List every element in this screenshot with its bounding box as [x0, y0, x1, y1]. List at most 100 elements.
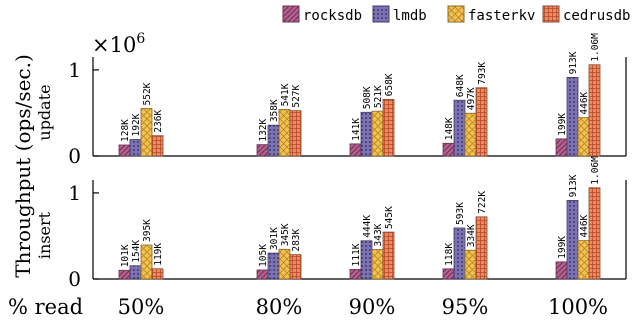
panels: 0 1 update 128K 132K 141K 148K 199K 192K 358K 508K…	[35, 33, 627, 291]
bar-update-fasterkv-0	[140, 108, 153, 157]
data-label-update-fasterkv-4: 446K	[579, 91, 590, 114]
bar-update-cedrusdb-2	[382, 98, 395, 157]
bar-update-lmdb-4	[566, 77, 579, 157]
data-label-insert-lmdb-3: 593K	[455, 202, 466, 225]
bar-insert-cedrusdb-3	[475, 216, 488, 280]
data-label-update-rocksdb-1: 132K	[258, 118, 269, 141]
data-label-insert-fasterkv-1: 345K	[280, 223, 291, 246]
x-axis-label: % read	[8, 295, 83, 319]
y-multiplier-exponent: 6	[136, 31, 145, 47]
bar-update-rocksdb-2	[349, 143, 362, 157]
bar-update-rocksdb-1	[256, 144, 269, 157]
legend-label-rocksdb: rocksdb	[303, 8, 362, 24]
data-label-insert-rocksdb-0: 101K	[120, 244, 131, 267]
bar-update-rocksdb-4	[555, 138, 568, 157]
y-tick-label: 1	[68, 58, 81, 82]
bar-insert-rocksdb-4	[555, 261, 568, 280]
bar-insert-rocksdb-3	[442, 268, 455, 280]
bar-insert-cedrusdb-4	[588, 187, 601, 280]
data-label-insert-lmdb-4: 913K	[568, 174, 579, 197]
data-label-update-lmdb-1: 358K	[269, 99, 280, 122]
data-label-update-cedrusdb-4: 1.06M	[590, 33, 601, 62]
data-label-update-lmdb-3: 648K	[455, 74, 466, 97]
x-tick-label: 95%	[442, 295, 489, 319]
bar-insert-rocksdb-0	[118, 269, 131, 280]
legend: rocksdb lmdb fasterkv cedrusdb	[282, 5, 630, 24]
bar-update-cedrusdb-1	[289, 110, 302, 157]
legend-swatch-fasterkv	[447, 5, 465, 23]
bar-update-cedrusdb-4	[588, 64, 601, 157]
data-label-insert-cedrusdb-3: 722K	[477, 191, 488, 214]
legend-swatch-rocksdb	[282, 5, 300, 23]
bar-update-fasterkv-2	[371, 110, 384, 157]
data-label-insert-rocksdb-1: 105K	[258, 244, 269, 267]
x-tick-label: 100%	[548, 295, 608, 319]
legend-label-fasterkv: fasterkv	[468, 8, 535, 24]
bar-update-cedrusdb-3	[475, 87, 488, 157]
bar-update-fasterkv-1	[278, 109, 291, 157]
bar-update-lmdb-0	[129, 139, 142, 157]
legend-label-lmdb: lmdb	[393, 8, 427, 24]
bar-insert-cedrusdb-1	[289, 254, 302, 280]
bar-insert-cedrusdb-0	[151, 268, 164, 280]
bar-insert-fasterkv-4	[577, 240, 590, 280]
bar-insert-lmdb-0	[129, 265, 142, 280]
bar-update-rocksdb-3	[442, 142, 455, 157]
y-tick-label: 1	[68, 181, 81, 205]
bar-insert-lmdb-1	[267, 252, 280, 280]
data-label-insert-lmdb-0: 154K	[131, 240, 142, 263]
data-label-update-fasterkv-1: 541K	[280, 83, 291, 106]
data-label-insert-lmdb-1: 301K	[269, 227, 280, 250]
y-multiplier: ×106	[92, 31, 145, 57]
bar-insert-fasterkv-0	[140, 244, 153, 280]
data-label-insert-fasterkv-4: 446K	[579, 214, 590, 237]
x-tick-label: 90%	[349, 295, 396, 319]
bar-update-lmdb-3	[453, 99, 466, 157]
panel-update: 0 1 update 128K 132K 141K 148K 199K 192K 358K 508K…	[35, 33, 627, 168]
data-label-update-fasterkv-3: 497K	[466, 87, 477, 110]
panel-label-insert: insert	[35, 211, 54, 259]
data-label-insert-fasterkv-3: 334K	[466, 224, 477, 247]
data-label-insert-cedrusdb-2: 545K	[384, 206, 395, 229]
data-label-insert-rocksdb-4: 199K	[557, 236, 568, 259]
bar-insert-cedrusdb-2	[382, 231, 395, 280]
bar-update-cedrusdb-0	[151, 135, 164, 157]
bar-insert-fasterkv-1	[278, 248, 291, 280]
legend-label-cedrusdb: cedrusdb	[563, 8, 630, 24]
data-label-update-lmdb-2: 508K	[362, 86, 373, 109]
panel-label-update: update	[35, 84, 54, 140]
x-tick-label: 50%	[118, 295, 165, 319]
legend-swatch-cedrusdb	[542, 5, 560, 23]
data-label-update-cedrusdb-0: 236K	[153, 110, 164, 133]
data-label-insert-cedrusdb-1: 283K	[291, 228, 302, 251]
data-label-insert-fasterkv-0: 395K	[142, 219, 153, 242]
panel-insert: 0 1 insert 101K 105K 111K 118K 199K 154K 301K 444K…	[35, 156, 627, 291]
data-label-insert-rocksdb-3: 118K	[444, 243, 455, 266]
bar-insert-lmdb-2	[360, 240, 373, 280]
bar-update-rocksdb-0	[118, 144, 131, 157]
x-axis: % read 50% 80% 90% 95% 100%	[8, 295, 608, 319]
y-tick-label: 0	[68, 267, 81, 291]
data-label-insert-fasterkv-2: 343K	[373, 223, 384, 246]
data-label-update-lmdb-4: 913K	[568, 51, 579, 74]
data-label-update-rocksdb-4: 199K	[557, 113, 568, 136]
x-tick-label: 80%	[256, 295, 303, 319]
bar-update-fasterkv-3	[464, 112, 477, 157]
bar-insert-rocksdb-2	[349, 269, 362, 280]
data-label-update-cedrusdb-3: 793K	[477, 62, 488, 85]
bar-insert-lmdb-4	[566, 200, 579, 280]
data-label-insert-cedrusdb-4: 1.06M	[590, 156, 601, 185]
data-label-update-rocksdb-3: 148K	[444, 117, 455, 140]
bar-insert-fasterkv-2	[371, 249, 384, 280]
data-label-update-rocksdb-2: 141K	[351, 118, 362, 141]
legend-swatch-lmdb	[372, 5, 390, 23]
data-label-update-cedrusdb-1: 527K	[291, 84, 302, 107]
data-label-update-fasterkv-0: 552K	[142, 82, 153, 105]
data-label-insert-cedrusdb-0: 119K	[153, 243, 164, 266]
bar-update-lmdb-2	[360, 111, 373, 157]
bar-insert-rocksdb-1	[256, 269, 269, 280]
y-tick-label: 0	[68, 144, 81, 168]
data-label-update-rocksdb-0: 128K	[120, 119, 131, 142]
data-label-update-fasterkv-2: 521K	[373, 85, 384, 108]
